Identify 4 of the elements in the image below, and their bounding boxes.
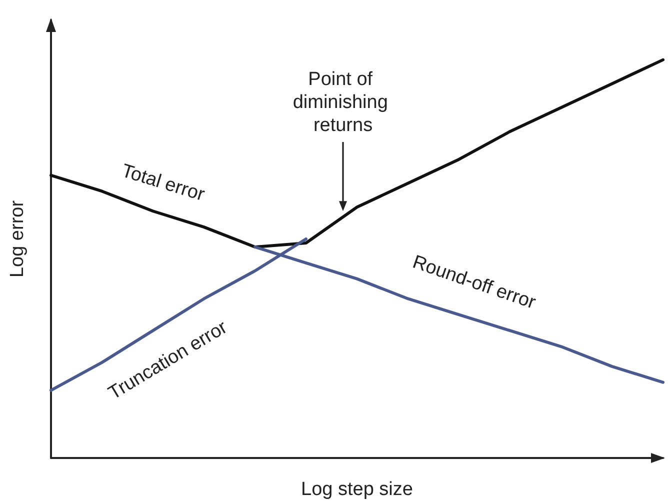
text: Total error [119,160,207,206]
y-axis-title: Log error [7,200,28,278]
x-axis-title: Log step size [301,479,413,500]
annotation: Point of diminishing returns [292,69,394,136]
